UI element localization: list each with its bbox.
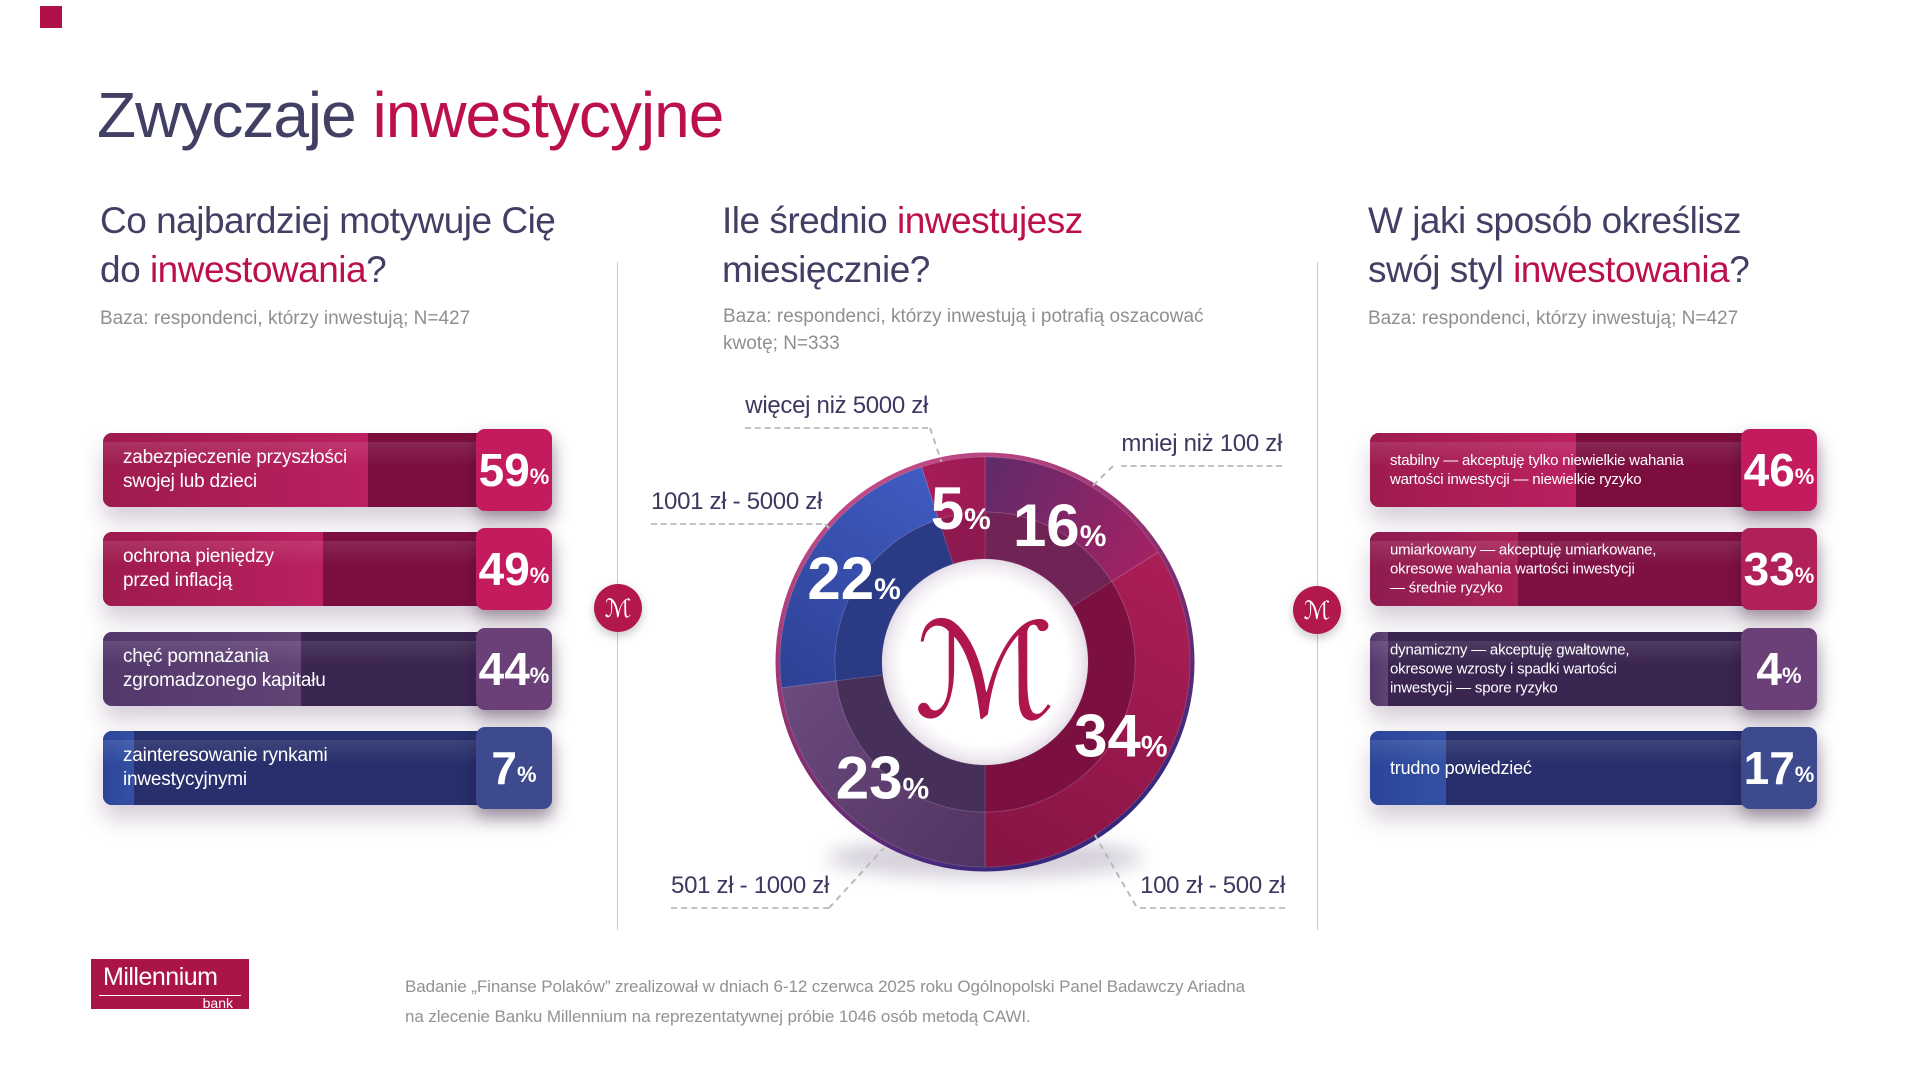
study-methodology-note: Badanie „Finanse Polaków” zrealizował w …	[405, 972, 1245, 1032]
donut-center	[882, 559, 1088, 765]
question-motivation-accent: inwestowania	[149, 249, 367, 290]
study-note-line2: na zlecenie Banku Millennium na reprezen…	[405, 1007, 1031, 1026]
bar-motivation-capital-growth: chęć pomnażania zgromadzonego kapitału 44…	[103, 628, 552, 710]
question-style-line1: W jaki sposób określisz	[1368, 200, 1742, 241]
question-motivation: Co najbardziej motywuje Cię do inwestowan…	[100, 196, 556, 294]
bar-motivation-security: zabezpieczenie przyszłości swojej lub dzi…	[103, 429, 552, 511]
donut-value-label: 16%	[1013, 492, 1106, 559]
bar-style-dynamic: dynamiczny — akceptuję gwałtowne, okresow…	[1370, 628, 1817, 710]
base-note-left: Baza: respondenci, którzy inwestują; N=4…	[100, 308, 471, 329]
brand-square-mark	[40, 6, 62, 28]
millennium-bank-logo: Millennium bank	[91, 959, 249, 1011]
bar-fill	[1370, 731, 1446, 805]
question-monthly-line1a: Ile średnio	[722, 200, 897, 241]
bar-style-stable: stabilny — akceptuję tylko niewielkie wa…	[1370, 429, 1817, 511]
bar-fill	[1370, 632, 1388, 706]
donut-value-label: 34%	[1074, 703, 1167, 770]
bar-label: umiarkowany — akceptuję umiarkowane, okre…	[1390, 541, 1657, 597]
donut-label-over5000: więcej niż 5000 zł	[745, 392, 928, 429]
bar-value-badge: 7%	[476, 727, 552, 809]
donut-label-1001-5000: 1001 zł - 5000 zł	[650, 488, 822, 525]
bar-motivation-market-interest: zainteresowanie rynkami inwestycyjnymi 7%	[103, 727, 552, 809]
donut-label-100-500: 100 zł - 500 zł	[1140, 872, 1285, 909]
bar-fill	[103, 532, 323, 606]
bar-label: stabilny — akceptuję tylko niewielkie wa…	[1390, 452, 1684, 488]
bar-value-badge: 46%	[1741, 429, 1817, 511]
donut-value-label: 22%	[807, 545, 900, 612]
donut-chart: ℳ 16% 34% 23% 22% 5%	[775, 427, 1195, 909]
donut-callout-connector	[1077, 805, 1137, 907]
base-note-middle: Baza: respondenci, którzy inwestują i po…	[723, 306, 1204, 354]
m-glyph: ℳ	[1303, 595, 1331, 625]
bar-fill	[1370, 433, 1576, 507]
question-motivation-line1: Co najbardziej motywuje Cię	[100, 200, 556, 241]
bar-label: trudno powiedzieć	[1390, 758, 1532, 778]
bar-label: zabezpieczenie przyszłości swojej lub dzi…	[123, 447, 347, 492]
bar-label: dynamiczny — akceptuję gwałtowne, okresow…	[1390, 641, 1630, 697]
page-title-accent: inwestycyjne	[372, 79, 725, 151]
question-motivation-line2a: do	[100, 249, 150, 290]
millennium-m-icon: ℳ	[914, 595, 1055, 749]
logo-title: Millennium	[103, 963, 218, 991]
question-style-line2a: swój styl	[1368, 249, 1514, 290]
bar-label: chęć pomnażania zgromadzonego kapitału	[123, 646, 326, 691]
m-glyph: ℳ	[604, 593, 632, 623]
page-title-dark: Zwyczaje	[97, 79, 373, 151]
millennium-medallion-icon: ℳ	[1293, 586, 1341, 634]
bar-fill	[103, 632, 301, 706]
bar-label: ochrona pieniędzy przed inflacją	[123, 546, 274, 591]
study-note-line1: Badanie „Finanse Polaków” zrealizował w …	[405, 977, 1245, 996]
donut-label-under100: mniej niż 100 zł	[1121, 430, 1282, 467]
bar-value-badge: 49%	[476, 528, 552, 610]
bar-fill	[1370, 532, 1518, 606]
bar-fill	[103, 433, 368, 507]
bar-style-hard-to-say: trudno powiedzieć 17%	[1370, 727, 1817, 809]
bar-fill	[103, 731, 135, 805]
bar-value-badge: 33%	[1741, 528, 1817, 610]
bar-motivation-inflation: ochrona pieniędzy przed inflacją 49%	[103, 528, 552, 610]
bar-value-badge: 4%	[1741, 628, 1817, 710]
bar-style-moderate: umiarkowany — akceptuję umiarkowane, okre…	[1370, 528, 1817, 610]
logo-subtitle: bank	[202, 995, 233, 1011]
question-style-qmark: ?	[1729, 249, 1750, 290]
page-title: Zwyczaje inwestycyjne	[97, 78, 725, 152]
base-note-right: Baza: respondenci, którzy inwestują; N=4…	[1368, 308, 1739, 329]
donut-value-label: 23%	[836, 744, 929, 811]
bar-value-badge: 17%	[1741, 727, 1817, 809]
question-monthly-line2: miesięcznie?	[722, 249, 930, 290]
logo-rule	[99, 995, 241, 996]
millennium-medallion-icon: ℳ	[594, 584, 642, 632]
bar-value-badge: 44%	[476, 628, 552, 710]
question-motivation-qmark: ?	[366, 249, 387, 290]
donut-label-501-1000: 501 zł - 1000 zł	[671, 872, 829, 909]
question-monthly-accent: inwestujesz	[897, 200, 1083, 241]
donut-value-label: 5%	[931, 475, 991, 542]
bar-value-badge: 59%	[476, 429, 552, 511]
question-style: W jaki sposób określisz swój styl inwesto…	[1368, 196, 1750, 294]
question-style-accent: inwestowania	[1513, 249, 1730, 290]
donut-callout-connector	[828, 847, 885, 909]
question-monthly-investment: Ile średnio inwestujesz miesięcznie?	[722, 196, 1083, 294]
bar-label: zainteresowanie rynkami inwestycyjnymi	[123, 745, 328, 790]
